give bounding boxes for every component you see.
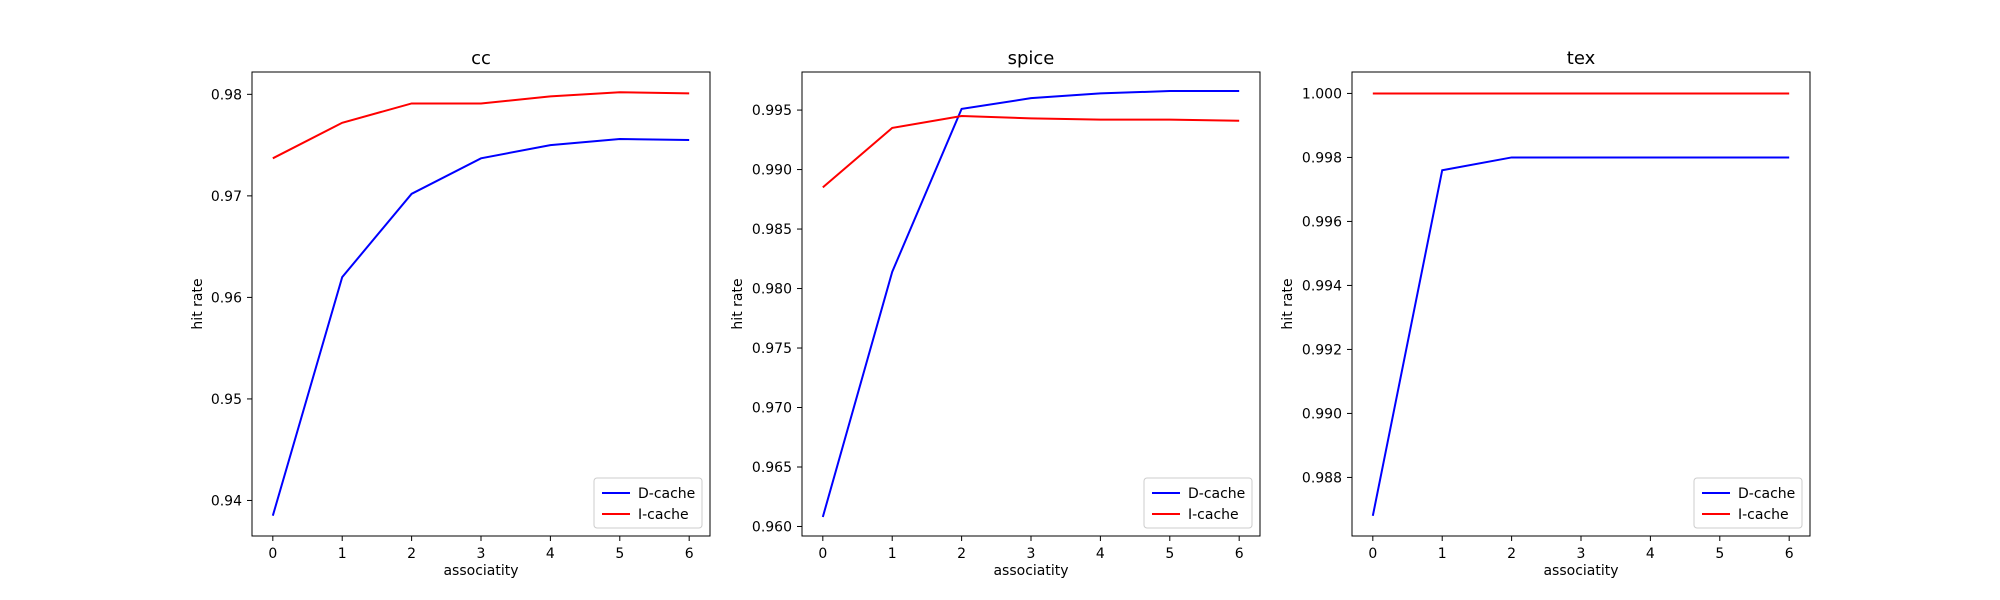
y-tick-label: 0.96 <box>211 290 242 306</box>
y-tick-label: 0.94 <box>211 493 242 509</box>
x-tick-label: 4 <box>1096 546 1105 562</box>
legend-label-0: D-cache <box>1188 486 1245 502</box>
y-tick-label: 1.000 <box>1302 86 1342 102</box>
legend-box <box>593 477 703 529</box>
legend-label-1: I-cache <box>638 507 689 523</box>
y-tick-label: 0.980 <box>752 282 792 298</box>
plot-area: 0 1 2 3 4 5 6 0.94 0.95 0.96 0.97 0.98 D-cache I-cach… <box>211 71 711 562</box>
x-axis-label: associatity <box>993 563 1068 579</box>
plot-area: 0 1 2 3 4 5 6 0.988 0.990 0.992 0.994 0.996 0.998 1.0… <box>1302 71 1811 562</box>
legend-label-1: I-cache <box>1738 507 1789 523</box>
y-tick-label: 0.992 <box>1302 342 1342 358</box>
x-tick-label: 6 <box>1235 546 1244 562</box>
x-tick-label: 1 <box>888 546 897 562</box>
y-tick-label: 0.98 <box>211 87 242 103</box>
series-line-0 <box>271 138 690 516</box>
x-tick-label: 0 <box>268 546 277 562</box>
x-tick-label: 3 <box>477 546 486 562</box>
legend-label-0: D-cache <box>638 486 695 502</box>
chart-title: cc <box>471 48 491 69</box>
x-axis-label: associatity <box>443 563 518 579</box>
x-tick-label: 5 <box>615 546 624 562</box>
x-tick-label: 2 <box>407 546 416 562</box>
y-tick-label: 0.95 <box>211 392 242 408</box>
y-tick-label: 0.985 <box>752 222 792 238</box>
y-tick-label: 0.994 <box>1302 278 1342 294</box>
legend: D-cache I-cache <box>1693 477 1803 529</box>
y-tick-label: 0.988 <box>1302 470 1342 486</box>
y-tick-label: 0.975 <box>752 341 792 357</box>
legend-label-0: D-cache <box>1738 486 1795 502</box>
x-tick-label: 4 <box>1646 546 1655 562</box>
x-tick-label: 6 <box>1785 546 1794 562</box>
plot-area: 0 1 2 3 4 5 6 0.960 0.965 0.970 0.975 0.980 0.985 0.9… <box>752 71 1261 562</box>
legend-label-1: I-cache <box>1188 507 1239 523</box>
x-tick-label: 2 <box>957 546 966 562</box>
y-tick-label: 0.990 <box>1302 406 1342 422</box>
legend: D-cache I-cache <box>593 477 703 529</box>
x-tick-label: 5 <box>1715 546 1724 562</box>
y-tick-label: 0.990 <box>752 163 792 179</box>
y-tick-label: 0.960 <box>752 519 792 535</box>
y-axis-label: hit rate <box>730 278 746 329</box>
y-tick-label: 0.965 <box>752 460 792 476</box>
y-tick-label: 0.998 <box>1302 150 1342 166</box>
legend-box <box>1143 477 1253 529</box>
x-axis-label: associatity <box>1543 563 1618 579</box>
x-tick-label: 1 <box>338 546 347 562</box>
y-tick-label: 0.996 <box>1302 214 1342 230</box>
x-tick-label: 1 <box>1438 546 1447 562</box>
x-tick-label: 3 <box>1577 546 1586 562</box>
x-tick-label: 2 <box>1507 546 1516 562</box>
legend: D-cache I-cache <box>1143 477 1253 529</box>
y-tick-label: 0.970 <box>752 401 792 417</box>
x-tick-label: 0 <box>1368 546 1377 562</box>
subplot-spice: 0 1 2 3 4 5 6 0.960 0.965 0.970 0.975 0.980 0.985 0.9… <box>730 48 1261 579</box>
series-line-0 <box>1371 156 1790 517</box>
series-line-0 <box>821 90 1240 518</box>
y-tick-label: 0.995 <box>752 103 792 119</box>
x-tick-label: 4 <box>546 546 555 562</box>
subplot-cc: 0 1 2 3 4 5 6 0.94 0.95 0.96 0.97 0.98 D-cache I-cach… <box>190 48 711 579</box>
y-axis-label: hit rate <box>190 278 206 329</box>
legend-box <box>1693 477 1803 529</box>
subplot-tex: 0 1 2 3 4 5 6 0.988 0.990 0.992 0.994 0.996 0.998 1.0… <box>1280 48 1811 579</box>
y-tick-label: 0.97 <box>211 189 242 205</box>
x-tick-label: 5 <box>1165 546 1174 562</box>
chart-title: tex <box>1567 48 1596 69</box>
series-line-1 <box>272 91 690 160</box>
x-tick-label: 3 <box>1027 546 1036 562</box>
x-tick-label: 0 <box>818 546 827 562</box>
series-line-1 <box>822 115 1240 189</box>
y-axis-label: hit rate <box>1280 278 1296 329</box>
x-tick-label: 6 <box>685 546 694 562</box>
chart-title: spice <box>1008 48 1055 69</box>
